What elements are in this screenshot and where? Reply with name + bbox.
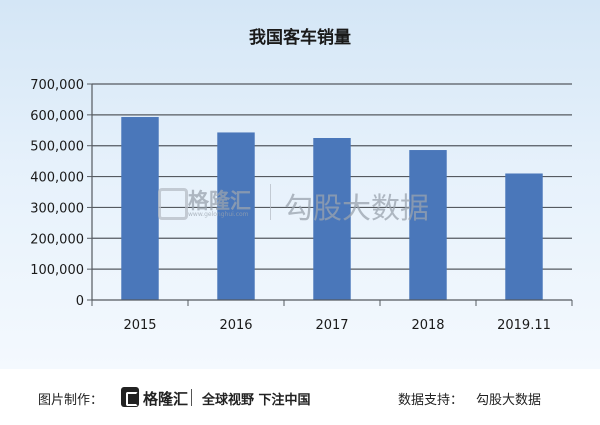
bar-chart: 我国客车销量 0 100,000 200,000 300,000 400,000 500,… [30,27,573,333]
bars [121,117,543,300]
x-tick-label: 2015 [123,318,156,333]
chart-panel: 我国客车销量 0 100,000 200,000 300,000 400,000 500,… [0,0,600,369]
bar [505,173,543,300]
watermark-brand-sub: www.gelonghui.com [188,211,249,218]
y-tick-label: 500,000 [30,140,84,155]
watermark-divider [270,184,271,220]
y-tick-label: 400,000 [30,171,84,186]
chart-title: 我国客车销量 [249,27,351,48]
bar [121,117,159,300]
bar [409,150,447,300]
watermark-brand: 格隆汇 [188,189,251,213]
y-tick-label: 300,000 [30,201,84,216]
y-tick-label: 600,000 [30,109,84,124]
x-tick-labels: 2015 2016 2017 2018 2019.11 [123,318,550,333]
footer-slogan: 全球视野 下注中国 [202,393,311,408]
footer-brand: 格隆汇 [143,390,189,408]
bar [313,138,351,300]
axes [87,83,573,306]
watermark-logo-icon [158,188,188,220]
footer-source: 勾股大数据 [476,393,542,408]
footer-divider [191,389,192,406]
y-tick-label: 700,000 [30,78,84,93]
x-tick-label: 2018 [411,318,444,333]
footer-credit-label: 图片制作： [38,393,104,408]
watermark-product: 勾股大数据 [284,191,430,225]
bar [217,132,255,300]
footer [0,369,600,425]
y-tick-label: 100,000 [30,263,84,278]
x-tick-label: 2019.11 [497,318,551,333]
brand-logo-icon [121,387,139,407]
x-tick-label: 2016 [219,318,252,333]
y-tick-label: 200,000 [30,232,84,247]
footer-source-label: 数据支持： [398,393,464,408]
x-tick-label: 2017 [315,318,348,333]
y-tick-labels: 0 100,000 200,000 300,000 400,000 500,000 600,… [30,78,84,309]
y-tick-label: 0 [76,294,84,309]
